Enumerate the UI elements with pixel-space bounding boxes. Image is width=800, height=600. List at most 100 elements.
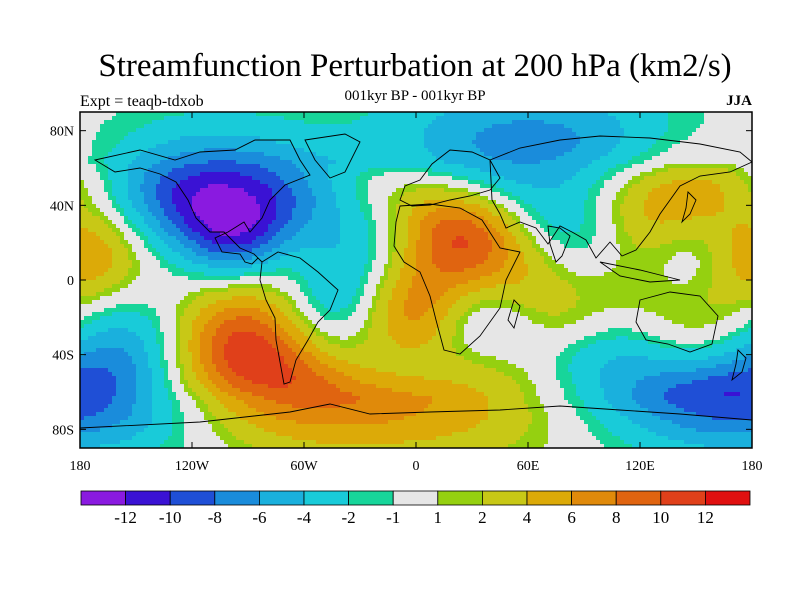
contour-cell — [408, 316, 420, 320]
contour-cell — [96, 232, 116, 236]
contour-cell — [188, 224, 208, 228]
contour-cell — [272, 236, 292, 240]
contour-cell — [612, 200, 624, 204]
contour-cell — [104, 188, 112, 192]
contour-cell — [300, 228, 340, 232]
contour-cell — [256, 424, 476, 428]
contour-cell — [392, 336, 432, 340]
contour-cell — [420, 316, 444, 320]
contour-cell — [520, 244, 532, 248]
lon-tick-label: 180 — [742, 459, 763, 474]
contour-cell — [192, 320, 208, 324]
contour-cell — [408, 244, 416, 248]
contour-cell — [452, 340, 464, 344]
coastlines — [80, 133, 752, 429]
contour-cell — [712, 284, 752, 288]
contour-cell — [404, 192, 468, 196]
contour-cell — [224, 440, 244, 444]
contour-cell — [708, 292, 752, 296]
contour-cell — [432, 396, 488, 400]
contour-cell — [580, 228, 596, 232]
contour-cell — [564, 392, 576, 396]
contour-cell — [612, 220, 624, 224]
contour-cell — [128, 252, 136, 256]
contour-cell — [456, 324, 464, 328]
contour-cell — [316, 356, 336, 360]
contour-cell — [196, 404, 208, 408]
contour-cell — [656, 172, 736, 176]
contour-cell — [216, 368, 232, 372]
contour-cell — [160, 352, 164, 356]
contour-cell — [644, 176, 740, 180]
contour-cell — [80, 352, 84, 356]
contour-cell — [476, 264, 504, 268]
contour-cell — [92, 212, 104, 216]
contour-cell — [404, 300, 436, 304]
contour-cell — [264, 152, 316, 156]
contour-cell — [424, 408, 488, 412]
contour-cell — [492, 172, 576, 176]
contour-cell — [644, 204, 724, 208]
contour-cell — [556, 356, 572, 360]
contour-cell — [172, 200, 192, 204]
contour-cell — [132, 200, 144, 204]
contour-cell — [80, 244, 108, 248]
contour-cell — [432, 232, 488, 236]
contour-cell — [384, 264, 392, 268]
contour-cell — [232, 384, 268, 388]
contour-cell — [336, 368, 376, 372]
contour-cell — [540, 224, 552, 228]
contour-cell — [164, 256, 184, 260]
colorbar-label: 6 — [567, 508, 576, 527]
contour-cell — [532, 240, 536, 244]
contour-cell — [136, 224, 148, 228]
contour-cell — [428, 124, 492, 128]
contour-cell — [340, 308, 356, 312]
contour-cell — [380, 288, 392, 292]
contour-cell — [144, 344, 160, 348]
contour-cell — [488, 408, 528, 412]
contour-cell — [524, 208, 536, 212]
contour-cell — [464, 200, 488, 204]
contour-cell — [188, 392, 196, 396]
contour-cell — [452, 336, 464, 340]
contour-cell — [616, 192, 628, 196]
contour-cell — [740, 332, 752, 336]
contour-cell — [308, 280, 360, 284]
contour-cell — [648, 428, 696, 432]
contour-cell — [560, 380, 572, 384]
contour-cell — [276, 204, 296, 208]
contour-cell — [192, 260, 268, 264]
contour-cell — [388, 272, 400, 276]
contour-cell — [528, 264, 548, 268]
contour-cell — [476, 136, 580, 140]
contour-cell — [292, 320, 304, 324]
contour-cell — [340, 232, 368, 236]
contour-cell — [284, 116, 360, 120]
contour-cell — [584, 204, 596, 208]
contour-cell — [152, 412, 172, 416]
contour-cell — [192, 204, 260, 208]
contour-cell — [140, 228, 152, 232]
contour-cell — [320, 300, 352, 304]
contour-cell — [568, 344, 588, 348]
contour-cell — [368, 236, 376, 240]
contour-cell — [328, 364, 360, 368]
contour-cell — [300, 284, 308, 288]
contour-cell — [276, 304, 292, 308]
contour-cell — [176, 360, 180, 364]
contour-cell — [276, 172, 304, 176]
contour-cell — [276, 200, 296, 204]
colorbar-swatch — [169, 490, 216, 506]
contour-cell — [80, 292, 96, 296]
contour-cell — [108, 196, 116, 200]
contour-cell — [276, 348, 292, 352]
contour-cell — [384, 272, 388, 276]
contour-cell — [284, 340, 296, 344]
contour-cell — [328, 352, 456, 356]
contour-cell — [92, 144, 116, 148]
contour-cell — [160, 364, 168, 368]
contour-cell — [388, 228, 396, 232]
lat-tick-label: 0 — [67, 274, 74, 289]
contour-cell — [176, 348, 180, 352]
